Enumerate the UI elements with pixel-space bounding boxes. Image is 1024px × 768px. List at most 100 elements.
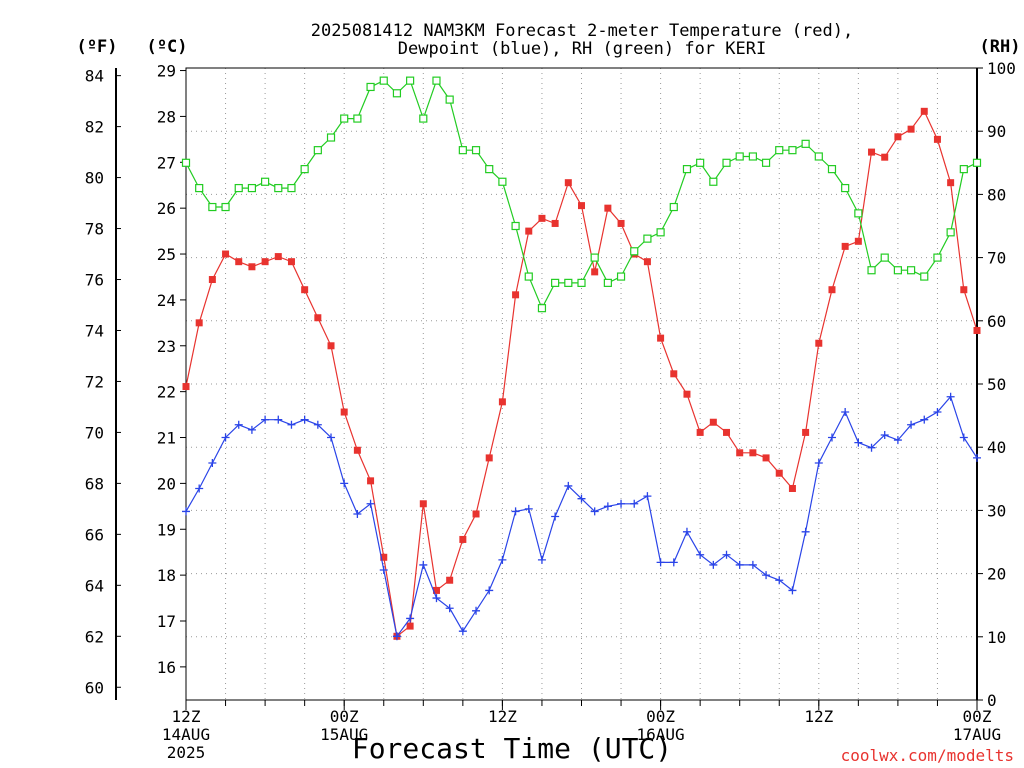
c-axis-tick-label: 24 <box>157 291 176 310</box>
rh-axis-tick-label: 80 <box>987 185 1006 204</box>
rh-point <box>880 253 889 262</box>
dewpoint-point <box>406 614 415 623</box>
f-axis-tick-label: 80 <box>85 169 104 188</box>
rh-point <box>761 158 771 167</box>
rh-point <box>274 183 283 193</box>
dewpoint-point <box>327 433 336 442</box>
rh-point <box>366 82 375 92</box>
dewpoint-point <box>419 560 428 569</box>
dewpoint-point <box>696 550 705 559</box>
x-axis-tick-label: 16AUG <box>637 725 685 744</box>
dewpoint-point <box>709 560 718 569</box>
dewpoint-point <box>880 430 889 439</box>
temperature-point <box>815 339 823 347</box>
rh-axis-tick-label: 40 <box>987 438 1006 457</box>
temperature-point <box>749 449 757 457</box>
rh-point <box>788 146 797 155</box>
dewpoint-point <box>775 576 784 585</box>
rh-point <box>419 114 428 123</box>
temperature-point <box>788 484 796 492</box>
temperature-point <box>327 342 335 350</box>
dewpoint-point <box>458 627 467 636</box>
temperature-point <box>775 469 783 477</box>
x-axis-tick-label: 15AUG <box>320 725 368 744</box>
rh-point <box>247 183 257 193</box>
f-axis-tick-label: 78 <box>85 220 104 239</box>
x-axis-tick-label: 17AUG <box>953 725 1001 744</box>
rh-point <box>814 152 823 161</box>
temperature-point <box>881 153 889 161</box>
temperature-point <box>564 179 572 187</box>
rh-point <box>867 266 876 275</box>
rh-point <box>722 158 731 167</box>
rh-point <box>551 278 560 287</box>
rh-point <box>616 272 626 281</box>
dewpoint-point <box>392 632 401 641</box>
temperature-point <box>696 428 704 436</box>
dewpoint-point <box>379 566 388 575</box>
temperature-point <box>287 258 295 266</box>
rh-point <box>340 114 349 123</box>
c-axis-tick-label: 16 <box>157 658 176 677</box>
rh-point <box>379 76 388 85</box>
rh-axis-tick-label: 30 <box>987 501 1006 520</box>
unit-label-celsius: (ºC) <box>147 37 188 57</box>
dewpoint-point <box>564 481 573 490</box>
rh-point <box>485 165 494 174</box>
rh-point <box>432 76 441 85</box>
temperature-point <box>868 148 876 156</box>
rh-point <box>326 133 336 142</box>
f-axis-tick-label: 74 <box>85 321 104 340</box>
dewpoint-point <box>353 509 362 518</box>
rh-point <box>234 183 243 193</box>
temperature-point <box>235 258 243 266</box>
dewpoint-point <box>722 550 731 559</box>
rh-point <box>748 152 757 161</box>
x-axis-label: Forecast Time (UTC) <box>352 732 672 765</box>
f-axis-tick-label: 84 <box>85 67 104 86</box>
dewpoint-point <box>498 555 507 564</box>
rh-point <box>906 266 916 275</box>
dewpoint-point <box>801 527 810 536</box>
rh-point <box>577 278 586 287</box>
dewpoint-point <box>762 571 771 580</box>
f-axis-tick-label: 70 <box>85 423 104 442</box>
c-axis-tick-label: 21 <box>157 429 176 448</box>
rh-axis-tick-label: 100 <box>987 59 1016 78</box>
rh-point <box>841 183 850 193</box>
rh-point <box>261 177 270 186</box>
temperature-point <box>538 214 546 222</box>
dewpoint-point <box>656 558 665 567</box>
rh-point <box>564 278 573 287</box>
c-axis-tick-label: 25 <box>157 245 176 264</box>
dewpoint-point <box>867 443 876 452</box>
c-axis-tick-label: 18 <box>157 566 176 585</box>
rh-point <box>392 89 402 98</box>
temperature-point <box>643 258 651 266</box>
c-axis-tick-label: 17 <box>157 612 176 631</box>
temperature-point <box>947 179 955 187</box>
temperature-point <box>459 535 467 543</box>
rh-point <box>353 114 362 123</box>
rh-point <box>933 253 942 262</box>
temperature-point <box>367 477 375 485</box>
temperature-point <box>591 268 599 276</box>
rh-point <box>854 209 863 218</box>
c-axis-tick-label: 22 <box>157 383 176 402</box>
dewpoint-point <box>208 459 217 467</box>
temperature-point <box>762 454 770 462</box>
dewpoint-point <box>841 408 850 417</box>
rh-axis-tick-label: 90 <box>987 122 1006 141</box>
c-axis-tick-label: 27 <box>157 153 176 172</box>
f-axis-tick-label: 68 <box>85 474 104 493</box>
temperature-point <box>485 454 493 462</box>
dewpoint-point <box>920 415 929 424</box>
dewpoint-point <box>432 594 441 603</box>
temperature-point <box>960 286 968 294</box>
temperature-point <box>683 390 691 398</box>
dewpoint-point <box>234 420 243 429</box>
temperature-point <box>907 125 915 133</box>
x-axis-tick-label: 12Z <box>804 707 833 726</box>
dewpoint-point <box>682 527 691 536</box>
rh-point <box>643 234 652 243</box>
